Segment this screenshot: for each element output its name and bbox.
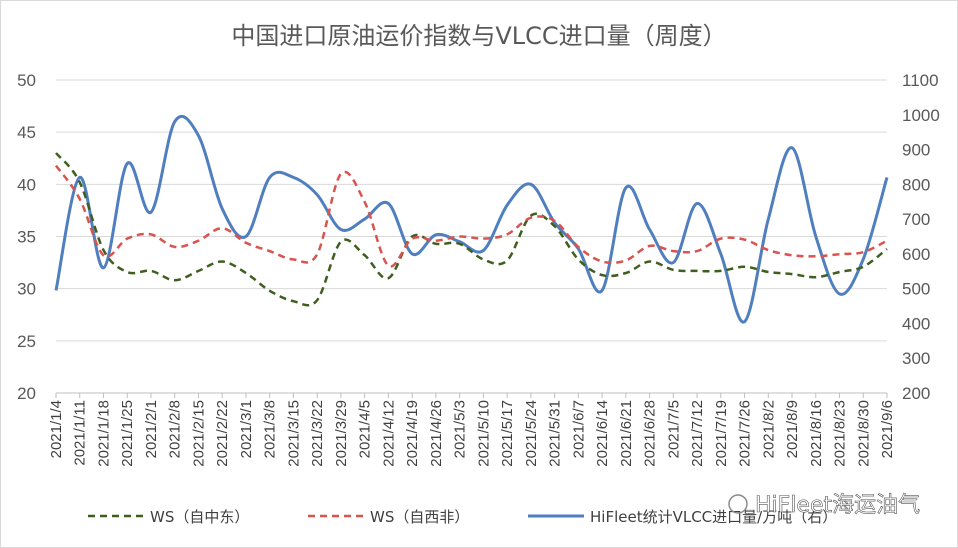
x-tick-label: 2021/8/16 xyxy=(808,400,825,467)
right-tick-label: 700 xyxy=(902,210,930,229)
x-tick-label: 2021/7/19 xyxy=(713,400,730,467)
right-tick-label: 300 xyxy=(902,349,930,368)
legend-label-2: HiFleet统计VLCC进口量/万吨（右） xyxy=(590,508,837,526)
x-tick-label: 2021/4/12 xyxy=(380,400,397,467)
left-tick-label: 40 xyxy=(17,175,36,194)
x-tick-label: 2021/5/24 xyxy=(523,400,540,467)
series-line-0 xyxy=(55,152,888,307)
x-tick-label: 2021/7/12 xyxy=(689,400,706,467)
x-tick-label: 2021/4/19 xyxy=(404,400,421,467)
right-tick-label: 600 xyxy=(902,245,930,264)
x-tick-label: 2021/2/1 xyxy=(143,400,160,458)
wechat-icon xyxy=(728,494,748,514)
x-tick-label: 2021/5/17 xyxy=(499,400,516,467)
left-tick-label: 25 xyxy=(17,332,36,351)
x-tick-label: 2021/5/10 xyxy=(475,400,492,467)
legend-label-0: WS（自中东） xyxy=(150,508,249,526)
x-tick-label: 2021/1/18 xyxy=(95,400,112,467)
x-tick-label: 2021/3/29 xyxy=(333,400,350,467)
x-tick-label: 2021/3/1 xyxy=(238,400,255,458)
left-y-axis: 50 45 40 35 30 25 20 xyxy=(17,71,36,403)
series-line-1 xyxy=(54,164,888,268)
x-tick-label: 2021/8/2 xyxy=(760,400,777,458)
x-tick-label: 2021/2/15 xyxy=(190,400,207,467)
right-tick-label: 500 xyxy=(902,280,930,299)
x-tick-label: 2021/8/30 xyxy=(855,400,872,467)
x-tick-label: 2021/8/23 xyxy=(832,400,849,467)
legend: WS（自中东） WS（自西非） HiFleet统计VLCC进口量/万吨（右） xyxy=(88,508,837,526)
x-tick-label: 2021/3/22 xyxy=(309,400,326,467)
left-tick-label: 30 xyxy=(17,280,36,299)
x-tick-label: 2021/5/31 xyxy=(547,400,564,467)
x-tick-label: 2021/9/6 xyxy=(879,400,896,458)
left-tick-label: 45 xyxy=(17,123,36,142)
x-tick-label: 2021/8/9 xyxy=(784,400,801,458)
right-tick-label: 200 xyxy=(902,384,930,403)
x-tick-label: 2021/4/26 xyxy=(428,400,445,467)
x-tick-label: 2021/7/5 xyxy=(665,400,682,458)
x-axis: 2021/1/4 2021/1/11 2021/1/18 2021/1/25 2021/… xyxy=(48,392,896,467)
right-tick-label: 900 xyxy=(902,141,930,160)
x-tick-label: 2021/2/8 xyxy=(167,400,184,458)
watermark: HiFleet海运油气 xyxy=(728,493,920,518)
x-tick-label: 2021/1/4 xyxy=(48,400,65,458)
chart-title: 中国进口原油运价指数与VLCC进口量（周度） xyxy=(231,22,726,50)
x-tick-label: 2021/6/14 xyxy=(594,400,611,467)
right-tick-label: 1000 xyxy=(902,106,940,125)
x-tick-label: 2021/3/15 xyxy=(285,400,302,467)
x-tick-label: 2021/2/22 xyxy=(214,400,231,467)
series-lines xyxy=(54,114,889,324)
series-line-2 xyxy=(54,114,889,324)
x-tick-label: 2021/1/25 xyxy=(119,400,136,467)
right-tick-label: 800 xyxy=(902,175,930,194)
legend-label-1: WS（自西非） xyxy=(370,508,469,526)
left-tick-label: 35 xyxy=(17,228,36,247)
gridlines xyxy=(56,79,887,342)
x-tick-label: 2021/5/3 xyxy=(452,400,469,458)
x-tick-label: 2021/6/7 xyxy=(570,400,587,458)
x-tick-label: 2021/6/28 xyxy=(642,400,659,467)
x-tick-label: 2021/4/5 xyxy=(357,400,374,458)
right-tick-label: 1100 xyxy=(902,71,939,90)
watermark-text: HiFleet海运油气 xyxy=(755,493,920,518)
x-tick-label: 2021/3/8 xyxy=(262,400,279,458)
x-tick-label: 2021/7/26 xyxy=(737,400,754,467)
x-tick-label: 2021/6/21 xyxy=(618,400,635,467)
x-tick-label: 2021/1/11 xyxy=(72,400,89,466)
right-y-axis: 1100 1000 900 800 700 600 500 400 300 200 xyxy=(902,71,940,403)
left-tick-label: 50 xyxy=(17,71,36,90)
left-tick-label: 20 xyxy=(17,384,36,403)
right-tick-label: 400 xyxy=(902,314,930,333)
